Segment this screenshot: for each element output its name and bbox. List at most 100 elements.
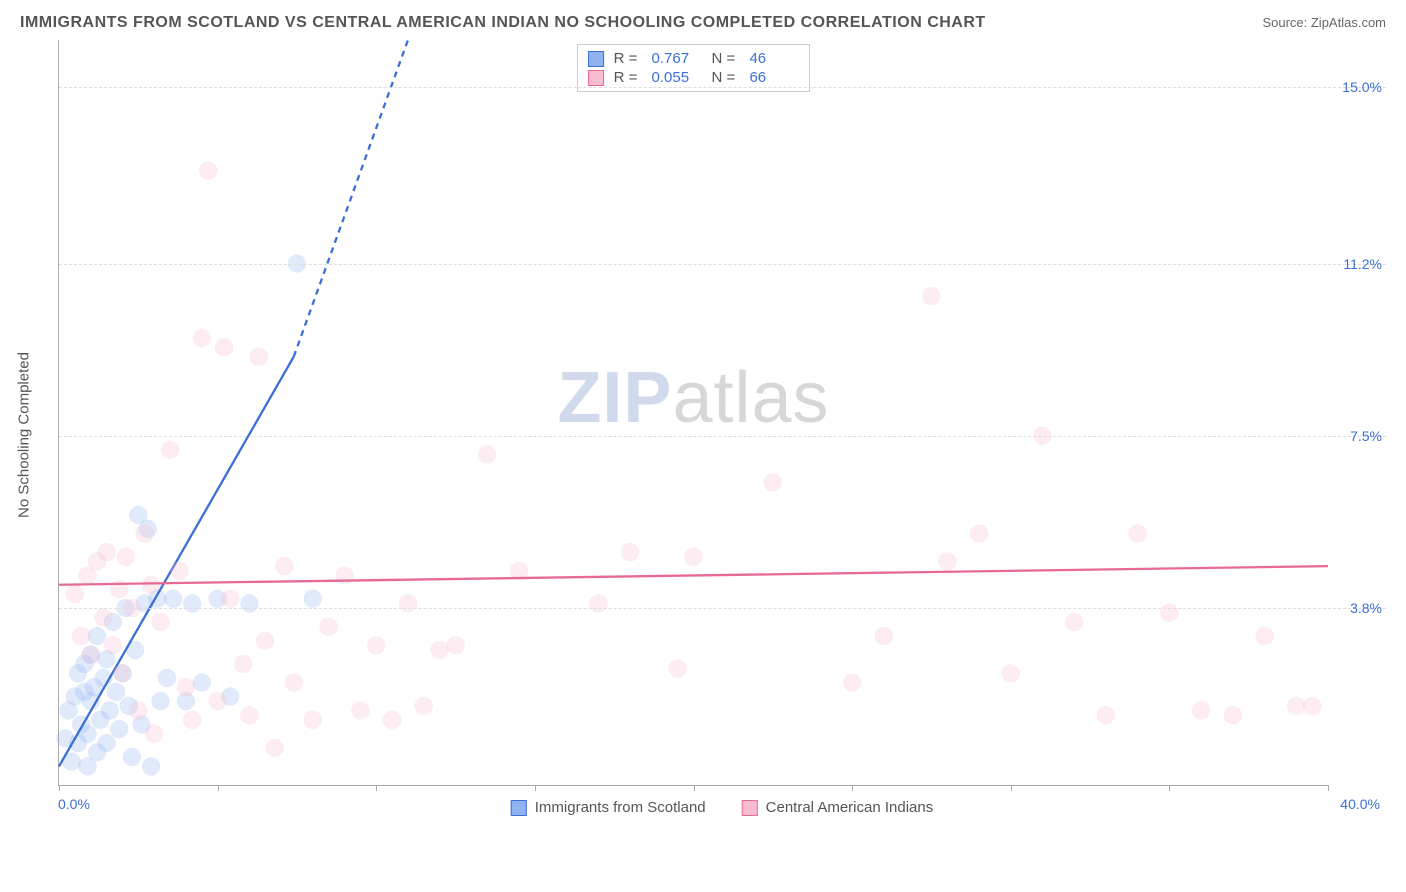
data-point-cai	[1097, 706, 1115, 724]
swatch-scotland-icon	[588, 51, 604, 67]
data-point-scotland	[304, 590, 322, 608]
data-point-cai	[685, 548, 703, 566]
y-tick-label: 11.2%	[1343, 256, 1382, 272]
data-point-cai	[171, 562, 189, 580]
data-point-cai	[938, 553, 956, 571]
data-point-cai	[215, 338, 233, 356]
data-point-cai	[66, 585, 84, 603]
gridline	[59, 264, 1386, 265]
data-point-cai	[1065, 613, 1083, 631]
plot-area: ZIPatlas R = 0.767 N = 46 R = 0.055 N = …	[58, 40, 1328, 786]
x-tick	[694, 785, 695, 791]
data-point-scotland	[193, 674, 211, 692]
data-point-cai	[72, 627, 90, 645]
data-point-cai	[183, 711, 201, 729]
data-point-cai	[113, 664, 131, 682]
y-axis-label: No Schooling Completed	[16, 352, 33, 518]
data-point-cai	[922, 287, 940, 305]
chart-title: IMMIGRANTS FROM SCOTLAND VS CENTRAL AMER…	[20, 14, 986, 32]
swatch-cai-icon	[588, 70, 604, 86]
data-point-cai	[275, 557, 293, 575]
data-point-cai	[129, 702, 147, 720]
data-point-cai	[161, 441, 179, 459]
data-point-scotland	[123, 748, 141, 766]
data-point-cai	[256, 632, 274, 650]
stat-r-cai: 0.055	[652, 69, 702, 86]
x-tick	[218, 785, 219, 791]
stat-n-label: N =	[712, 50, 740, 67]
data-point-cai	[764, 473, 782, 491]
data-point-cai	[221, 590, 239, 608]
data-point-cai	[447, 636, 465, 654]
data-point-cai	[351, 702, 369, 720]
legend-label-cai: Central American Indians	[766, 799, 934, 816]
data-point-cai	[117, 548, 135, 566]
data-point-cai	[1303, 697, 1321, 715]
data-point-cai	[94, 608, 112, 626]
data-point-cai	[136, 525, 154, 543]
stats-legend-box: R = 0.767 N = 46 R = 0.055 N = 66	[577, 44, 811, 92]
data-point-cai	[1002, 664, 1020, 682]
data-point-cai	[843, 674, 861, 692]
data-point-cai	[250, 348, 268, 366]
data-point-cai	[431, 641, 449, 659]
trendline-cai	[59, 566, 1328, 585]
data-point-cai	[669, 660, 687, 678]
data-point-cai	[104, 636, 122, 654]
stat-n-label: N =	[712, 69, 740, 86]
data-point-cai	[589, 594, 607, 612]
data-point-scotland	[240, 594, 258, 612]
data-point-cai	[145, 725, 163, 743]
data-point-cai	[1160, 604, 1178, 622]
data-point-cai	[304, 711, 322, 729]
data-point-cai	[285, 674, 303, 692]
swatch-cai-icon	[742, 800, 758, 816]
data-point-cai	[875, 627, 893, 645]
data-point-cai	[240, 706, 258, 724]
data-point-cai	[320, 618, 338, 636]
plot-wrapper: No Schooling Completed ZIPatlas R = 0.76…	[58, 40, 1386, 830]
data-point-scotland	[152, 692, 170, 710]
data-point-scotland	[88, 627, 106, 645]
x-tick	[1169, 785, 1170, 791]
legend-label-scotland: Immigrants from Scotland	[535, 799, 706, 816]
swatch-scotland-icon	[511, 800, 527, 816]
x-tick	[852, 785, 853, 791]
y-tick-label: 15.0%	[1342, 79, 1382, 95]
x-axis-min-label: 0.0%	[58, 796, 90, 812]
data-point-cai	[1256, 627, 1274, 645]
legend-item-scotland: Immigrants from Scotland	[511, 799, 706, 816]
stat-r-scotland: 0.767	[652, 50, 702, 67]
data-point-cai	[266, 739, 284, 757]
data-point-cai	[142, 576, 160, 594]
x-axis-max-label: 40.0%	[1340, 796, 1380, 812]
title-row: IMMIGRANTS FROM SCOTLAND VS CENTRAL AMER…	[10, 10, 1396, 40]
data-point-cai	[399, 594, 417, 612]
data-point-cai	[199, 161, 217, 179]
y-tick-label: 3.8%	[1350, 600, 1382, 616]
x-tick	[535, 785, 536, 791]
gridline	[59, 436, 1386, 437]
data-point-cai	[193, 329, 211, 347]
data-point-cai	[621, 543, 639, 561]
x-tick	[376, 785, 377, 791]
data-point-cai	[383, 711, 401, 729]
gridline	[59, 87, 1386, 88]
data-point-cai	[1287, 697, 1305, 715]
x-tick	[1011, 785, 1012, 791]
data-point-cai	[970, 525, 988, 543]
data-point-cai	[152, 613, 170, 631]
stat-r-label: R =	[614, 69, 642, 86]
data-point-scotland	[183, 594, 201, 612]
y-tick-label: 7.5%	[1350, 428, 1382, 444]
data-point-cai	[1224, 706, 1242, 724]
data-point-scotland	[98, 734, 116, 752]
data-point-scotland	[107, 683, 125, 701]
stat-r-label: R =	[614, 50, 642, 67]
x-tick	[59, 785, 60, 791]
stats-row-scotland: R = 0.767 N = 46	[588, 49, 800, 68]
data-point-cai	[1129, 525, 1147, 543]
gridline	[59, 608, 1386, 609]
data-point-cai	[234, 655, 252, 673]
stats-row-cai: R = 0.055 N = 66	[588, 68, 800, 87]
